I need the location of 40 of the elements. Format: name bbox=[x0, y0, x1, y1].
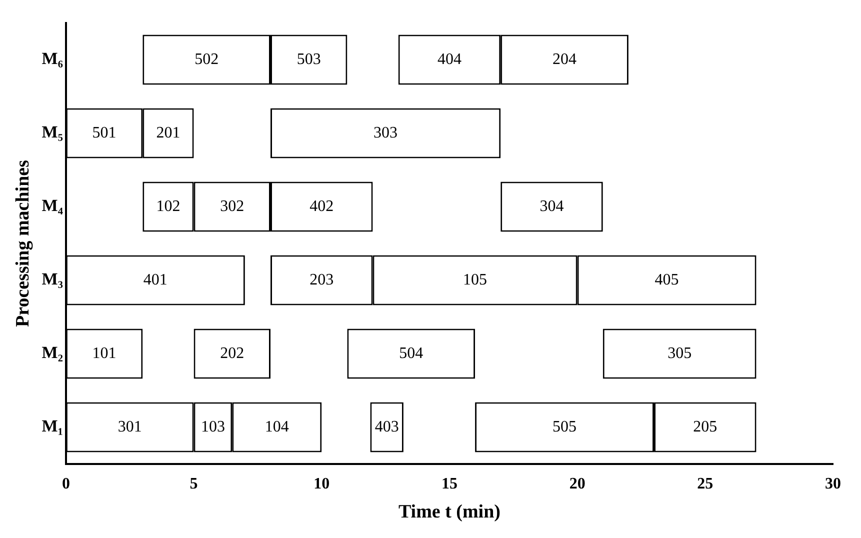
annotation: 405 bbox=[654, 271, 679, 288]
annotation: 103 bbox=[200, 418, 225, 436]
y-tick-label: M₆ bbox=[42, 49, 63, 68]
x-tick-label: 5 bbox=[190, 476, 198, 493]
x-tick-label: 10 bbox=[314, 476, 330, 493]
annotation: 205 bbox=[693, 418, 718, 436]
annotation: 105 bbox=[463, 271, 488, 288]
annotation: 501 bbox=[92, 124, 116, 142]
y-tick-label: M₂ bbox=[42, 343, 63, 362]
x-tick-label: 30 bbox=[825, 476, 841, 493]
x-tick-label: 25 bbox=[697, 476, 714, 493]
annotation: 404 bbox=[437, 50, 462, 68]
annotation: 304 bbox=[540, 198, 564, 215]
annotation: 505 bbox=[552, 418, 577, 436]
annotation: 202 bbox=[220, 344, 244, 362]
x-axis-title: Time t (min) bbox=[398, 502, 500, 523]
y-tick-label: M₃ bbox=[42, 270, 63, 289]
annotation: 303 bbox=[374, 124, 398, 142]
annotation: 302 bbox=[220, 198, 244, 215]
annotation: 201 bbox=[156, 124, 180, 142]
annotation: 204 bbox=[552, 50, 577, 68]
y-tick-label: M₅ bbox=[42, 122, 63, 142]
annotation: 101 bbox=[92, 344, 116, 362]
annotation: 504 bbox=[399, 344, 424, 362]
annotation: 402 bbox=[310, 198, 334, 215]
y-axis-title: Processing machines bbox=[12, 160, 34, 327]
y-tick-label: M₄ bbox=[42, 196, 63, 216]
annotation: 203 bbox=[310, 271, 334, 288]
x-tick-label: 15 bbox=[441, 476, 458, 493]
annotation: 301 bbox=[118, 418, 142, 436]
annotation: 403 bbox=[374, 418, 399, 436]
annotation: 401 bbox=[143, 271, 168, 288]
annotation: 104 bbox=[264, 418, 289, 436]
y-tick-label: M₁ bbox=[42, 416, 63, 436]
annotation: 503 bbox=[296, 50, 321, 68]
x-tick-label: 20 bbox=[569, 476, 586, 493]
annotation: 502 bbox=[194, 50, 219, 68]
x-tick-label: 0 bbox=[62, 476, 70, 493]
annotation: 102 bbox=[156, 198, 180, 215]
annotation: 305 bbox=[668, 344, 692, 362]
